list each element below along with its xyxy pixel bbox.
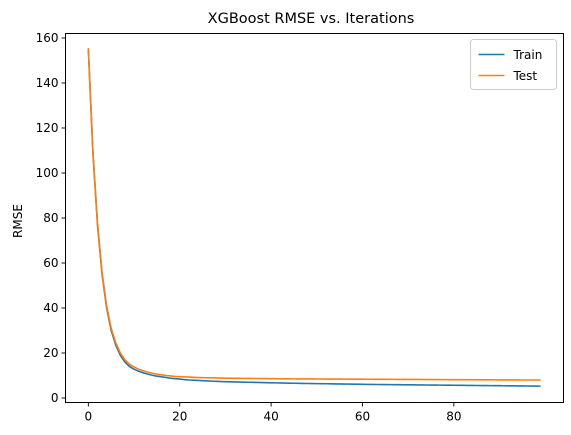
series-line-test (87, 48, 541, 381)
x-axis: 0 20 40 60 80 (85, 402, 461, 424)
y-tick-label: 20 (43, 346, 58, 360)
x-tick-label: 40 (263, 410, 278, 424)
y-tick-label: 160 (36, 31, 59, 45)
y-tick-label: 80 (43, 211, 58, 225)
y-tick-label: 100 (36, 166, 59, 180)
legend-label-train: Train (513, 48, 543, 62)
y-tick-label: 40 (43, 301, 58, 315)
legend-box (470, 39, 557, 90)
x-tick-label: 0 (85, 410, 93, 424)
y-axis-label: RMSE (11, 204, 25, 238)
plot-area (87, 48, 541, 387)
x-tick-label: 60 (355, 410, 370, 424)
y-tick-label: 0 (51, 391, 59, 405)
y-tick-label: 140 (36, 76, 59, 90)
chart-title: XGBoost RMSE vs. Iterations (208, 11, 415, 27)
legend-label-test: Test (513, 69, 538, 83)
x-tick-label: 20 (172, 410, 187, 424)
x-tick-label: 80 (446, 410, 461, 424)
y-tick-label: 60 (43, 256, 58, 270)
legend: Train Test (470, 39, 557, 90)
y-axis: 0 20 40 60 80 100 120 140 160 (36, 31, 66, 405)
y-tick-label: 120 (36, 121, 59, 135)
series-line-train (87, 49, 541, 387)
